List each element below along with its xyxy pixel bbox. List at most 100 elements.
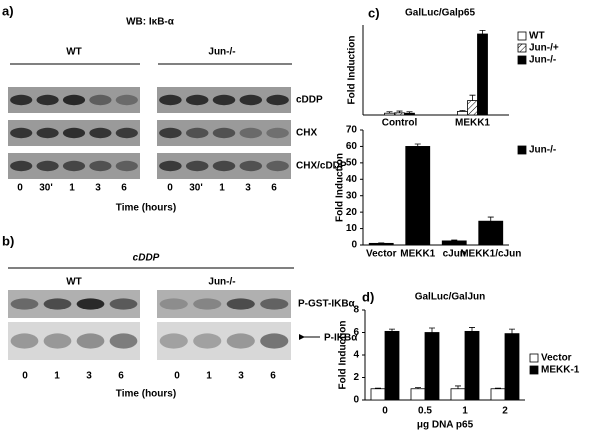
- lane-label: 0: [174, 371, 180, 382]
- y-tick-label: 60: [346, 141, 358, 152]
- group-label: WT: [66, 47, 82, 58]
- bar: [478, 220, 504, 246]
- blot-band: [266, 160, 289, 172]
- legend-label: Jun-/-: [529, 145, 556, 156]
- blot-band: [115, 94, 138, 106]
- error-bar: [487, 216, 494, 222]
- bar: [368, 242, 394, 246]
- legend-label: Jun-/-: [529, 55, 556, 66]
- lane-label: 1: [219, 183, 225, 194]
- error-bar: [455, 385, 461, 389]
- panel-label: a): [2, 3, 14, 18]
- y-axis-label: Fold Induction: [338, 321, 349, 390]
- legend-swatch: [517, 43, 527, 53]
- x-tick-label: MEKK1/cJun: [460, 249, 521, 260]
- blot-band: [185, 94, 209, 106]
- blot-band: [193, 298, 222, 310]
- blot-band: [115, 160, 138, 172]
- panel-label: b): [2, 233, 14, 248]
- blot-band: [159, 298, 188, 310]
- legend-swatch: [517, 31, 527, 41]
- legend-label: Jun-/+: [529, 43, 559, 54]
- x-tick-label: MEKK1: [455, 118, 490, 129]
- blot-band: [89, 160, 112, 172]
- x-label: Time (hours): [116, 389, 176, 400]
- row-label: CHX: [296, 128, 317, 139]
- error-bar: [509, 328, 515, 334]
- chart-title: GalLuc/GalJun: [415, 292, 486, 303]
- lane-label: 3: [86, 371, 92, 382]
- blot-band: [212, 127, 236, 139]
- row-label: P-IKBα: [324, 333, 358, 344]
- legend-swatch: [529, 365, 539, 375]
- bar: [464, 330, 480, 401]
- blot-band: [226, 298, 255, 310]
- x-tick-label: 1: [462, 406, 468, 417]
- bar: [405, 146, 431, 246]
- blot-band: [43, 333, 72, 349]
- error-bar: [495, 387, 501, 389]
- blot-band: [115, 127, 138, 139]
- lane-label: 6: [118, 371, 124, 382]
- lane-label: 0: [22, 371, 28, 382]
- blot-band: [159, 94, 182, 106]
- panel-label: d): [362, 289, 374, 304]
- legend-label: MEKK-1: [541, 365, 580, 376]
- error-bar: [386, 111, 393, 114]
- blot-band: [10, 298, 39, 310]
- blot-band: [159, 127, 182, 139]
- blot-band: [159, 333, 188, 349]
- blot-band: [185, 127, 209, 139]
- legend-swatch: [529, 353, 539, 363]
- blot-band: [212, 94, 236, 106]
- bar: [441, 240, 467, 246]
- lane-label: 6: [271, 183, 277, 194]
- panel-label: c): [368, 5, 380, 20]
- y-tick-label: 0: [351, 240, 357, 251]
- x-axis-label: μg DNA p65: [417, 420, 474, 431]
- blot-band: [239, 160, 263, 172]
- bar: [384, 330, 400, 401]
- bar: [370, 388, 386, 401]
- blot-band: [109, 298, 138, 310]
- legend-swatch: [517, 145, 527, 155]
- blot-band: [212, 160, 236, 172]
- error-bar: [451, 239, 458, 241]
- lane-label: 6: [121, 183, 127, 194]
- bar: [477, 33, 488, 116]
- blot-band: [10, 94, 33, 106]
- blot-band: [10, 127, 33, 139]
- error-bar: [396, 110, 403, 113]
- blot-band: [10, 333, 39, 349]
- blot-band: [185, 160, 209, 172]
- y-axis-label: Fold Induction: [335, 153, 346, 222]
- blot-band: [109, 333, 138, 349]
- error-bar: [414, 143, 421, 147]
- x-tick-label: MEKK1: [400, 249, 435, 260]
- y-tick-label: 50: [346, 157, 358, 168]
- row-label: P-GST-IKBα: [298, 299, 356, 310]
- blot-band: [36, 160, 59, 172]
- blot-band: [62, 160, 86, 172]
- y-tick-label: 70: [346, 125, 358, 136]
- x-tick-label: Vector: [366, 249, 397, 260]
- error-bar: [459, 110, 466, 112]
- blot-band: [10, 160, 33, 172]
- error-bar: [389, 328, 395, 332]
- blot-band: [76, 298, 105, 310]
- y-tick-label: 2: [353, 372, 359, 383]
- chart-title: GalLuc/Galp65: [405, 8, 475, 19]
- x-label: Time (hours): [116, 203, 176, 214]
- lane-label: 0: [17, 183, 23, 194]
- y-tick-label: 40: [346, 174, 358, 185]
- lane-label: 1: [54, 371, 60, 382]
- group-label: Jun-/-: [208, 277, 235, 288]
- lane-label: 1: [206, 371, 212, 382]
- y-tick-label: 4: [353, 350, 359, 361]
- error-bar: [469, 94, 476, 101]
- y-tick-label: 0: [353, 395, 359, 406]
- blot-band: [89, 94, 112, 106]
- blot-title: cDDP: [133, 253, 160, 264]
- y-tick-label: 20: [346, 207, 358, 218]
